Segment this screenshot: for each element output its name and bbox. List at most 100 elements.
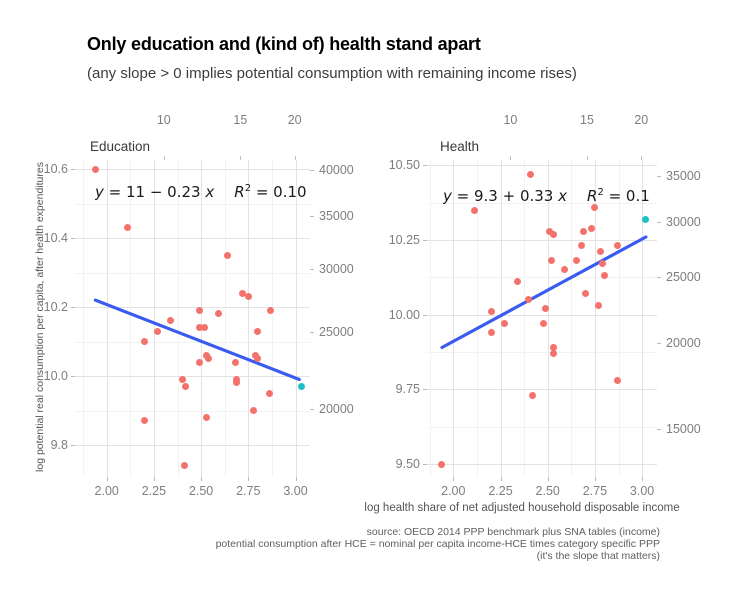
- gridline-y-minor: [75, 410, 310, 412]
- data-point: [265, 389, 273, 397]
- data-point: [167, 317, 175, 325]
- data-point: [597, 248, 605, 256]
- y-tick-label: 10.6: [43, 162, 68, 176]
- gridline-y-major: [427, 464, 657, 465]
- y-tick-label: 10.50: [388, 158, 420, 173]
- gridline-y-minor: [427, 202, 657, 204]
- x-tickmark: [594, 477, 596, 481]
- data-point: [233, 379, 241, 387]
- gridline-y-major: [427, 389, 657, 391]
- data-point: [205, 355, 213, 363]
- right-tick-label: 20000: [319, 402, 354, 417]
- caption-line-1: source: OECD 2014 PPP benchmark plus SNA…: [366, 526, 660, 538]
- gridline-y-minor: [75, 341, 310, 343]
- gridline-x-major: [295, 160, 297, 477]
- gridline-y-major: [75, 445, 310, 446]
- top-tick-label: 20: [634, 113, 649, 127]
- plot-panel-education: [75, 160, 310, 477]
- right-tick-label: 35000: [666, 169, 701, 184]
- x-tick-label: 2.25: [488, 484, 513, 498]
- data-point: [140, 417, 148, 425]
- right-tickmark: [657, 429, 661, 431]
- data-point: [195, 358, 203, 366]
- data-point: [182, 382, 190, 390]
- y-tick-label: 10.00: [388, 307, 420, 322]
- data-point: [178, 375, 186, 383]
- right-tickmark: [657, 176, 661, 178]
- data-point: [614, 242, 622, 250]
- regression-equation-health: y = 9.3 + 0.33 x R2 = 0.1: [443, 187, 650, 205]
- y-tick-label: 9.50: [395, 457, 420, 471]
- data-point: [231, 358, 239, 366]
- data-point: [614, 376, 622, 384]
- gridline-y-major: [427, 314, 657, 316]
- data-point: [598, 260, 606, 268]
- data-point: [591, 203, 599, 211]
- right-tickmark: [310, 170, 314, 172]
- y-tick-label: 10.25: [388, 232, 420, 247]
- gridline-x-minor: [476, 160, 478, 477]
- gridline-x-major: [642, 160, 644, 477]
- data-point: [525, 296, 533, 304]
- gridline-y-major: [75, 169, 310, 170]
- x-tickmark: [106, 477, 108, 481]
- trend-line: [440, 235, 648, 350]
- gridline-y-major: [75, 238, 310, 239]
- y-tick-label: 9.8: [50, 438, 68, 452]
- right-tick-label: 25000: [319, 325, 354, 340]
- right-tickmark: [310, 409, 314, 411]
- y-tick-label: 9.75: [395, 382, 420, 397]
- data-point: [600, 272, 608, 280]
- trend-line: [93, 298, 301, 382]
- data-point: [487, 329, 495, 337]
- data-point: [595, 302, 603, 310]
- data-point: [561, 266, 569, 274]
- x-tick-label: 3.00: [629, 484, 655, 498]
- gridline-y-minor: [427, 277, 657, 279]
- right-tick-label: 15000: [666, 422, 701, 437]
- caption-line-2: potential consumption after HCE = nomina…: [215, 538, 660, 550]
- data-point: [547, 257, 555, 265]
- gridline-x-minor: [130, 160, 132, 477]
- data-point: [140, 338, 148, 345]
- data-point: [549, 230, 557, 238]
- data-point: [438, 460, 446, 468]
- gridline-y-minor: [75, 272, 310, 274]
- data-point: [203, 413, 211, 421]
- gridline-x-minor: [571, 160, 573, 477]
- right-tick-label: 25000: [666, 269, 701, 284]
- y-tick-label: 10.4: [43, 231, 68, 245]
- data-point: [513, 278, 521, 286]
- x-tick-label: 3.00: [283, 484, 308, 498]
- right-tickmark: [657, 276, 661, 278]
- data-point: [195, 306, 203, 314]
- data-point: [91, 165, 99, 173]
- data-point: [581, 290, 589, 298]
- x-tick-label: 2.75: [582, 484, 608, 498]
- data-point: [224, 251, 232, 259]
- gridline-x-minor: [524, 160, 526, 477]
- right-tick-label: 35000: [319, 209, 354, 224]
- chart-title: Only education and (kind of) health stan…: [87, 34, 481, 54]
- gridline-y-minor: [75, 203, 310, 205]
- x-tickmark: [500, 477, 502, 481]
- data-point: [154, 327, 162, 335]
- x-tick-label: 2.00: [94, 484, 119, 498]
- y-axis-title: log potential real consumption per capit…: [34, 162, 46, 472]
- top-tick-label: 10: [503, 113, 518, 127]
- x-tickmark: [295, 477, 297, 481]
- data-point: [542, 305, 550, 313]
- gridline-x-minor: [618, 160, 620, 477]
- right-tick-label: 40000: [319, 163, 354, 178]
- gridline-x-minor: [429, 160, 431, 477]
- x-tick-label: 2.50: [535, 484, 560, 498]
- data-point: [549, 349, 557, 357]
- right-tick-label: 20000: [666, 336, 701, 351]
- x-tick-label: 2.75: [236, 484, 261, 498]
- gridline-x-minor: [177, 160, 179, 477]
- gridline-y-major: [427, 239, 657, 241]
- data-point: [239, 289, 247, 297]
- data-point: [250, 407, 258, 414]
- right-tickmark: [310, 332, 314, 334]
